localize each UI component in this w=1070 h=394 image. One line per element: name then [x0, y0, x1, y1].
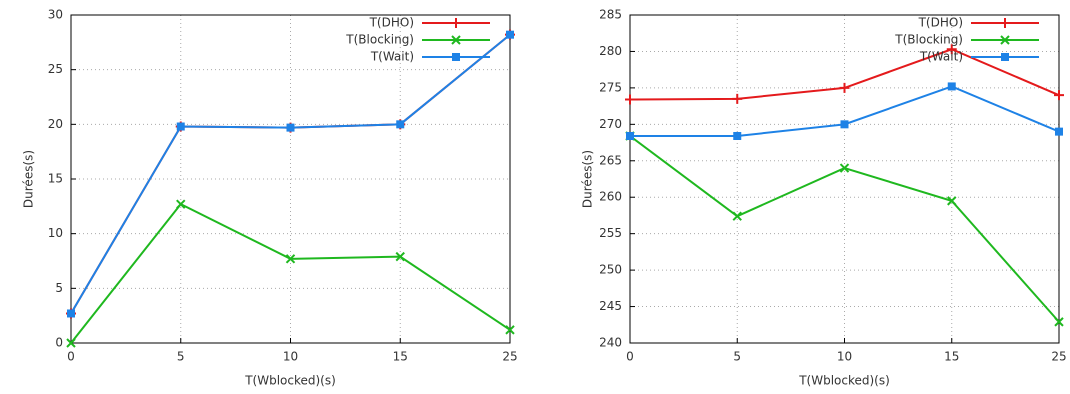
- y-tick-label: 250: [599, 263, 622, 277]
- marker: [840, 120, 849, 129]
- marker: [626, 131, 634, 140]
- marker: [506, 30, 514, 39]
- marker: [946, 44, 957, 55]
- marker: [1000, 18, 1010, 28]
- y-tick-label: 275: [599, 80, 622, 94]
- y-axis-label: Durées(s): [22, 150, 36, 208]
- marker: [1055, 127, 1063, 136]
- marker: [839, 163, 850, 173]
- y-tick-label: 285: [599, 8, 622, 22]
- y-tick-label: 270: [599, 117, 622, 131]
- y-tick-label: 245: [599, 299, 622, 313]
- x-tick-label: 25: [502, 350, 517, 364]
- y-tick-label: 255: [599, 226, 622, 240]
- y-tick-label: 5: [55, 281, 63, 295]
- marker: [396, 120, 405, 129]
- x-tick-label: 5: [733, 350, 741, 364]
- y-tick-label: 265: [599, 153, 622, 167]
- plot-frame: [629, 14, 1060, 344]
- y-tick-label: 280: [599, 44, 622, 58]
- x-tick-label: 0: [67, 350, 75, 364]
- y-tick-label: 15: [48, 172, 63, 186]
- marker: [451, 18, 461, 28]
- marker: [1054, 90, 1064, 101]
- marker: [732, 93, 743, 104]
- y-tick-label: 240: [599, 336, 622, 350]
- y-tick-label: 25: [48, 62, 63, 76]
- marker: [733, 131, 742, 140]
- x-axis-label: T(Wblocked)(s): [798, 374, 890, 388]
- x-tick-label: 15: [393, 350, 408, 364]
- y-tick-label: 20: [48, 117, 63, 131]
- y-axis-label: Durées(s): [581, 150, 595, 208]
- x-axis-label: T(Wblocked)(s): [244, 374, 336, 388]
- legend-label: T(Blocking): [894, 33, 963, 47]
- marker: [395, 251, 405, 262]
- marker: [66, 338, 76, 348]
- x-tick-label: 10: [283, 350, 298, 364]
- legend-label: T(Blocking): [345, 33, 414, 47]
- x-tick-label: 25: [1051, 350, 1066, 364]
- x-tick-label: 15: [944, 350, 959, 364]
- legend-label: T(Wait): [919, 50, 963, 64]
- marker: [1001, 53, 1009, 61]
- marker: [176, 199, 186, 209]
- marker: [625, 94, 635, 105]
- plot-frame: [70, 14, 511, 344]
- legend-label: T(Wait): [370, 50, 414, 64]
- y-tick-label: 260: [599, 190, 622, 204]
- marker: [732, 211, 742, 221]
- marker: [505, 325, 515, 335]
- y-tick-label: 30: [48, 8, 63, 22]
- marker: [67, 309, 75, 318]
- marker: [286, 123, 295, 132]
- marker: [285, 254, 296, 264]
- legend-label: T(DHO): [369, 16, 414, 30]
- marker: [947, 196, 957, 206]
- x-tick-label: 10: [837, 350, 852, 364]
- x-tick-label: 0: [626, 350, 634, 364]
- marker: [839, 82, 850, 93]
- marker: [1054, 317, 1064, 327]
- marker: [1000, 35, 1010, 45]
- series-line: [70, 202, 511, 344]
- marker: [176, 122, 185, 131]
- marker: [947, 82, 956, 91]
- marker: [451, 35, 461, 45]
- marker: [452, 53, 460, 61]
- y-tick-label: 10: [48, 226, 63, 240]
- legend-label: T(DHO): [918, 16, 963, 30]
- y-tick-label: 0: [55, 336, 63, 350]
- x-tick-label: 5: [177, 350, 185, 364]
